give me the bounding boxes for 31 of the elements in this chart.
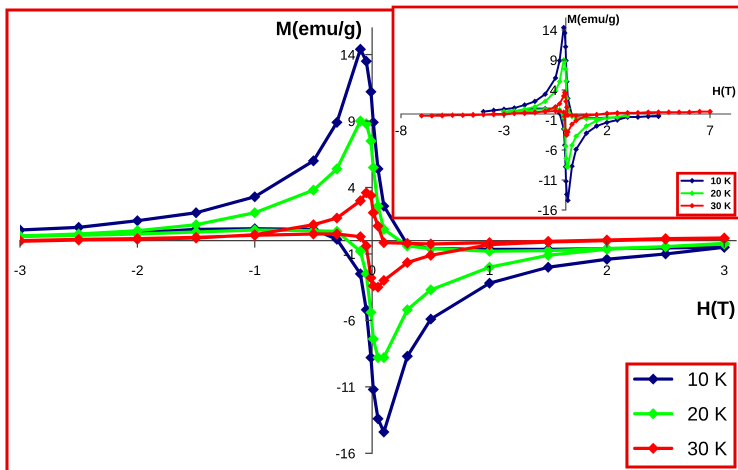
y-tick-label: -11 xyxy=(337,382,355,392)
y-tick-label: 9 xyxy=(348,116,355,126)
y-tick-label: -11 xyxy=(539,175,557,186)
legend-label: 10 K xyxy=(688,372,728,386)
x-tick-label: -8 xyxy=(395,125,407,136)
legend-label: 30 K xyxy=(710,202,732,210)
y-tick-label: -6 xyxy=(546,145,557,156)
x-axis-title: H(T) xyxy=(698,300,734,320)
x-tick-label: 7 xyxy=(706,126,714,136)
x-tick-label: -3 xyxy=(14,265,26,276)
y-tick-label: -16 xyxy=(336,448,355,458)
legend-label: 30 K xyxy=(688,442,728,456)
x-tick-label: 2 xyxy=(604,125,610,136)
legend-label: 20 K xyxy=(688,406,728,421)
y-axis-title: M(emu/g) xyxy=(276,21,362,40)
legend-label: 20 K xyxy=(710,190,732,197)
x-tick-label: -2 xyxy=(132,265,143,276)
y-tick-label: 14 xyxy=(341,50,356,60)
x-tick-label: -3 xyxy=(498,125,510,136)
x-tick-label: -1 xyxy=(249,265,260,276)
legend-label: 10 K xyxy=(711,177,732,184)
y-tick-label: 14 xyxy=(543,25,558,36)
x-axis-title: H(T) xyxy=(713,86,736,98)
y-axis-title: M(emu/g) xyxy=(568,14,619,26)
y-tick-label: -1 xyxy=(546,115,557,126)
y-tick-label: -16 xyxy=(538,205,557,216)
y-tick-label: 9 xyxy=(550,55,557,66)
y-tick-label: -6 xyxy=(344,316,355,326)
y-tick-label: 4 xyxy=(348,182,356,193)
x-tick-label: 3 xyxy=(720,265,728,276)
x-tick-label: 2 xyxy=(604,265,610,276)
